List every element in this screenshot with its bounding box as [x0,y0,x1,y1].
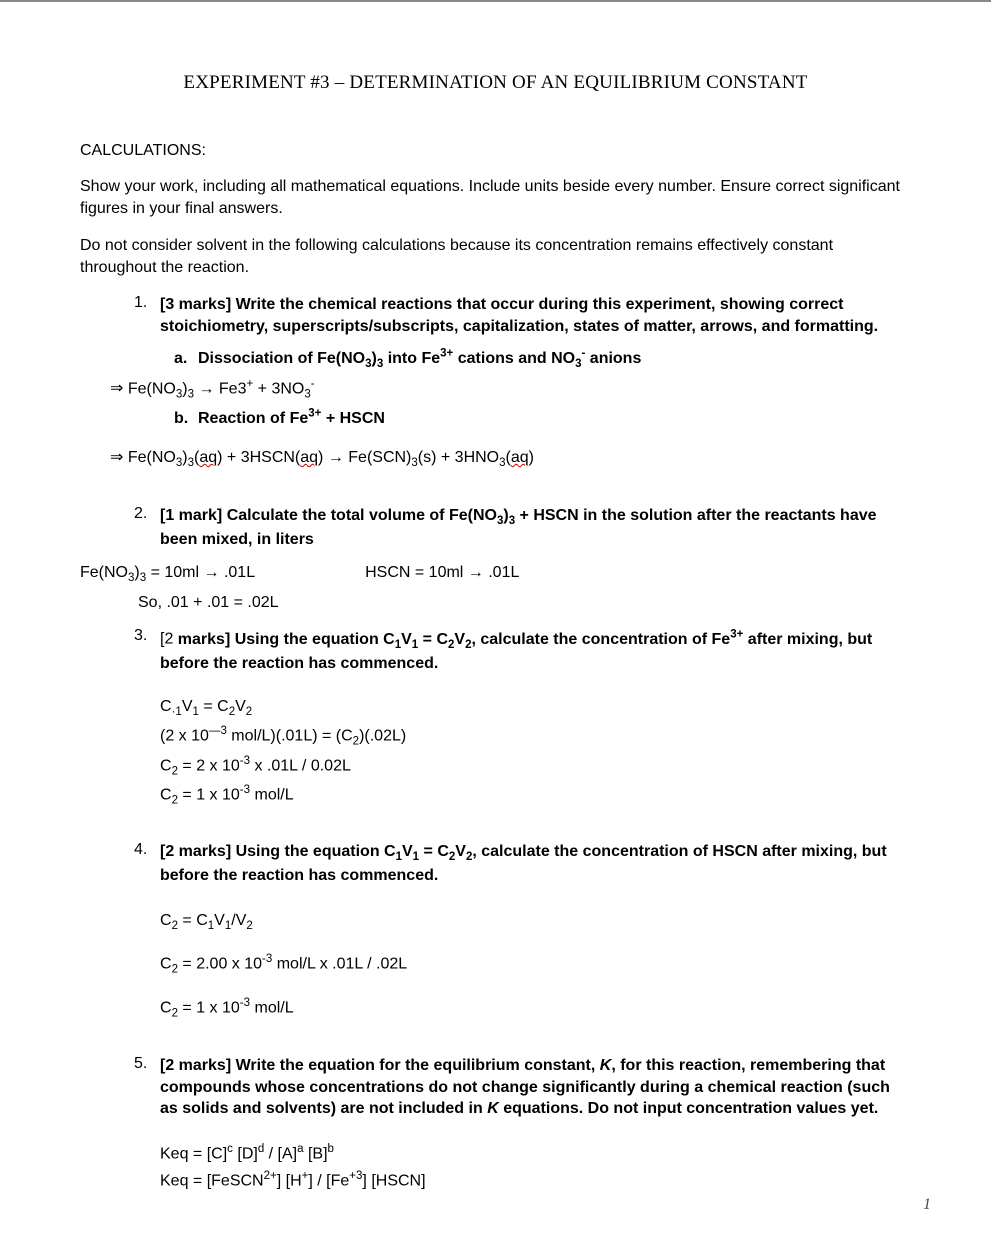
question-text: [2 marks] Using the equation C1V1 = C2V2… [160,841,907,887]
q4-line: C2 = 1 x 10-3 mol/L [160,995,911,1023]
subpart-text: Dissociation of Fe(NO3)3 into Fe3+ catio… [198,350,641,367]
section-heading: CALCULATIONS: [80,142,911,160]
document-title: EXPERIMENT #3 – DETERMINATION OF AN EQUI… [80,72,911,94]
intro-paragraph-1: Show your work, including all mathematic… [80,176,911,219]
question-2: 2.[1 mark] Calculate the total volume of… [134,505,911,551]
q3-line: (2 x 10—3 mol/L)(.01L) = (C2)(.02L) [160,724,911,749]
q3-line: C2 = 1 x 10-3 mol/L [160,783,911,808]
q1b-answer: Fe(NO3)3(aq) + 3HSCN(aq) → Fe(SCN)3(s) +… [110,446,911,472]
q2-line2: So, .01 + .01 = .02L [138,591,911,615]
intro-paragraph-2: Do not consider solvent in the following… [80,235,911,278]
subpart-letter: a. [174,350,198,368]
question-3: 3.[2 marks] Using the equation C1V1 = C2… [134,627,911,808]
document-page: EXPERIMENT #3 – DETERMINATION OF AN EQUI… [0,0,991,1242]
question-1b: b.Reaction of Fe3+ + HSCN [174,408,911,428]
q3-line: C2 = 2 x 10-3 x .01L / 0.02L [160,754,911,779]
question-5: 5.[2 marks] Write the equation for the e… [134,1055,911,1192]
question-text: [1 mark] Calculate the total volume of F… [160,505,907,551]
subpart-letter: b. [174,410,198,428]
question-text: [3 marks] Write the chemical reactions t… [160,294,907,337]
question-number: 3. [134,627,160,645]
q3-line: C·1V1 = C2V2 [160,697,911,720]
question-1a: a.Dissociation of Fe(NO3)3 into Fe3+ cat… [174,348,911,371]
question-number: 5. [134,1055,160,1073]
question-1b-wrap: b.Reaction of Fe3+ + HSCN [134,408,911,428]
question-1: 1.[3 marks] Write the chemical reactions… [134,294,911,370]
page-number: 1 [923,1196,931,1214]
question-text: [2 marks] Using the equation C1V1 = C2V2… [160,627,907,675]
question-number: 1. [134,294,160,312]
question-text: [2 marks] Write the equation for the equ… [160,1055,907,1120]
q5-line: Keq = [FeSCN2+] [H+] / [Fe+3] [HSCN] [160,1169,911,1192]
question-4: 4.[2 marks] Using the equation C1V1 = C2… [134,841,911,1023]
q4-line: C2 = 2.00 x 10-3 mol/L x .01L / .02L [160,951,911,979]
question-number: 4. [134,841,160,859]
q2-line1: Fe(NO3)3 = 10ml → .01LHSCN = 10ml → .01L [80,561,911,587]
page-content: EXPERIMENT #3 – DETERMINATION OF AN EQUI… [80,72,911,1182]
question-number: 2. [134,505,160,523]
q5-line: Keq = [C]c [D]d / [A]a [B]b [160,1142,911,1165]
q1a-answer: Fe(NO3)3 → Fe3+ + 3NO3- [110,376,911,404]
q4-line: C2 = C1V1/V2 [160,909,911,935]
subpart-text: Reaction of Fe3+ + HSCN [198,410,385,427]
